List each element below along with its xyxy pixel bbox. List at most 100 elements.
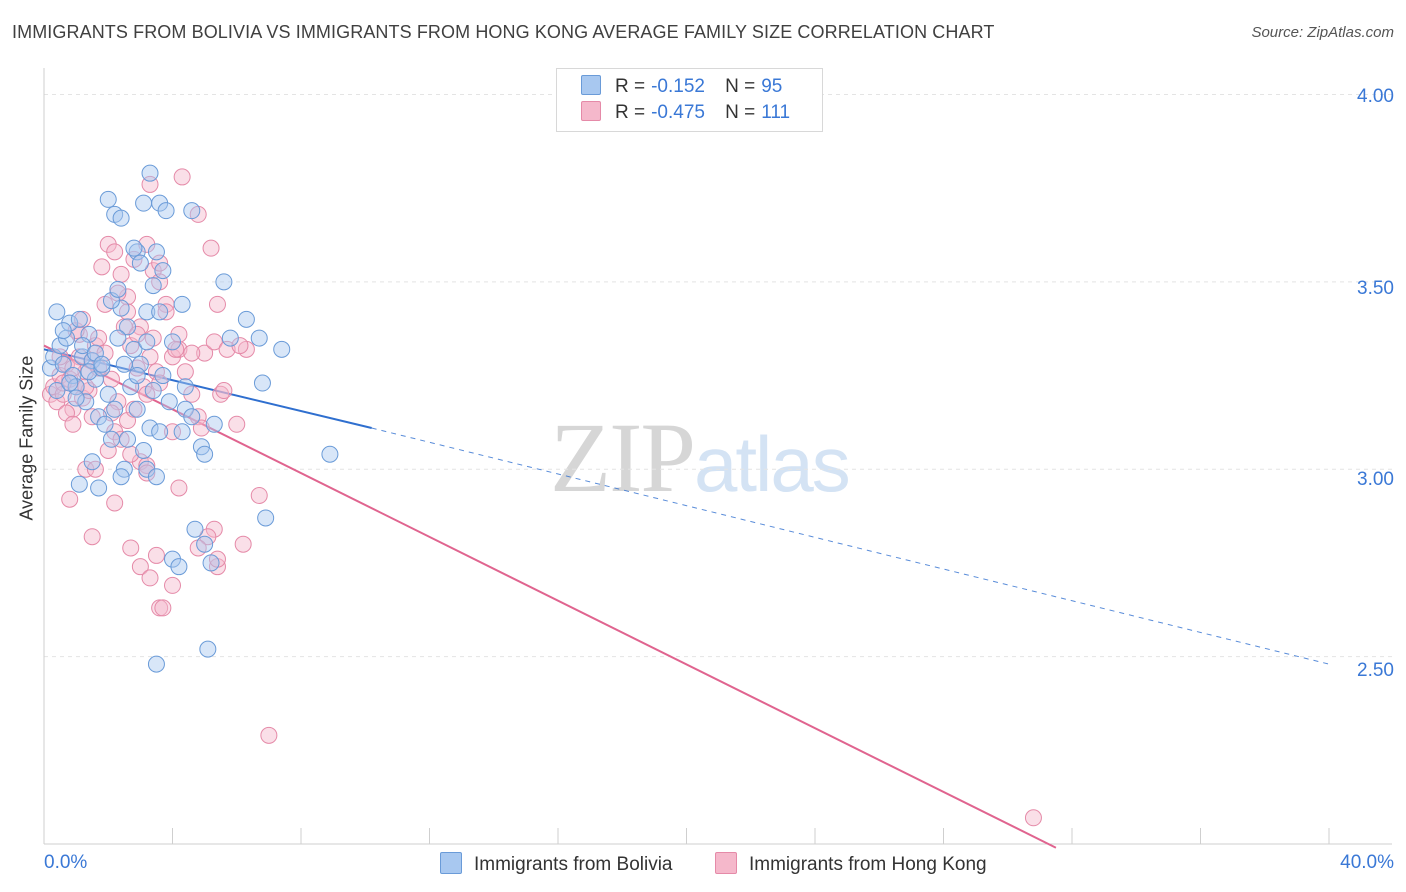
bolivia-point	[61, 374, 79, 392]
bolivia-point	[154, 262, 172, 280]
bolivia-point	[205, 415, 223, 433]
x-tick-label-max: 40.0%	[1340, 852, 1394, 873]
bolivia-point	[48, 303, 66, 321]
hongkong-point	[141, 569, 159, 587]
axes	[43, 68, 1392, 845]
hongkong-point	[183, 344, 201, 362]
bolivia-point	[196, 535, 214, 553]
bolivia-point	[80, 363, 98, 381]
legend-item-bolivia[interactable]: Immigrants from Bolivia	[440, 852, 673, 876]
hongkong-point	[99, 442, 117, 460]
bolivia-swatch	[440, 852, 462, 874]
bolivia-point	[138, 303, 156, 321]
bolivia-point	[215, 273, 233, 291]
hongkong-point	[173, 168, 191, 186]
bolivia-point	[128, 400, 146, 418]
bolivia-point	[70, 310, 88, 328]
hongkong-point	[260, 726, 278, 744]
source-label[interactable]: Source: ZipAtlas.com	[1251, 24, 1394, 41]
bolivia-point	[54, 355, 72, 373]
bolivia-point	[273, 340, 291, 358]
bolivia-point	[257, 509, 275, 527]
n-value: 111	[761, 102, 791, 123]
chart-title: IMMIGRANTS FROM BOLIVIA VS IMMIGRANTS FR…	[12, 22, 995, 42]
bolivia-point	[253, 374, 271, 392]
legend-label-hongkong: Immigrants from Hong Kong	[749, 854, 987, 875]
hongkong-point	[61, 490, 79, 508]
bolivia-point	[147, 655, 165, 673]
bolivia-point	[67, 389, 85, 407]
bolivia-point	[157, 202, 175, 220]
hongkong-point	[170, 479, 188, 497]
stats-legend: R = -0.152 N = 95 R = -0.475 N = 111	[556, 68, 823, 132]
hongkong-point	[83, 408, 101, 426]
hongkong-point	[112, 265, 130, 283]
bolivia-point	[151, 303, 169, 321]
bolivia-point	[48, 382, 66, 400]
bolivia-point	[77, 393, 95, 411]
bolivia-point	[138, 333, 156, 351]
bolivia-point	[112, 209, 130, 227]
bolivia-point	[202, 554, 220, 572]
bolivia-point	[93, 355, 111, 373]
y-tick-label: 3.00	[1357, 469, 1394, 490]
bolivia-point	[135, 442, 153, 460]
n-label: N =	[725, 102, 756, 123]
hongkong-point	[189, 408, 207, 426]
bolivia-point	[154, 367, 172, 385]
bolivia-point	[170, 558, 188, 576]
data-points	[41, 164, 1042, 827]
legend-row-hongkong: R = -0.475 N = 111	[581, 101, 790, 127]
bolivia-point	[131, 254, 149, 272]
bolivia-point	[90, 479, 108, 497]
watermark-zip: ZIP	[550, 402, 696, 513]
hongkong-point	[93, 258, 111, 276]
watermark-atlas: atlas	[694, 420, 851, 508]
hongkong-point	[106, 494, 124, 512]
bolivia-point	[135, 194, 153, 212]
bolivia-point	[151, 423, 169, 441]
bolivia-point	[93, 359, 111, 377]
bolivia-point	[41, 359, 59, 377]
legend-item-hongkong[interactable]: Immigrants from Hong Kong	[715, 852, 987, 876]
hongkong-point	[208, 295, 226, 313]
hongkong-point	[138, 464, 156, 482]
hongkong-point	[106, 243, 124, 261]
bolivia-point	[115, 355, 133, 373]
bolivia-point	[164, 333, 181, 351]
hongkong-point	[122, 539, 140, 557]
bolivia-point	[125, 340, 143, 358]
hongkong-point	[147, 546, 165, 564]
bolivia-swatch	[581, 75, 601, 95]
bolivia-point	[176, 378, 194, 396]
bolivia-point	[141, 419, 159, 437]
hongkong-swatch	[715, 852, 737, 874]
legend-label-bolivia: Immigrants from Bolivia	[474, 854, 673, 875]
r-value: -0.152	[651, 76, 705, 97]
bolivia-point	[147, 468, 165, 486]
hongkong-point	[176, 363, 194, 381]
bolivia-point	[144, 277, 162, 295]
bolivia-point	[141, 164, 159, 182]
hongkong-point	[202, 239, 220, 257]
hongkong-point	[196, 344, 214, 362]
bolivia-point	[83, 453, 101, 471]
n-label: N =	[725, 76, 756, 97]
bolivia-point	[237, 310, 255, 328]
r-value: -0.475	[651, 102, 705, 123]
bolivia-point	[109, 329, 127, 347]
bolivia-point	[106, 400, 124, 418]
bolivia-trend-line	[43, 348, 372, 429]
bolivia-point	[102, 430, 120, 448]
bolivia-point	[221, 329, 239, 347]
hongkong-point	[192, 419, 210, 437]
r-label: R =	[615, 102, 646, 123]
watermark: ZIPatlas	[550, 400, 851, 515]
r-label: R =	[615, 76, 646, 97]
y-tick-label: 2.50	[1357, 660, 1394, 681]
bolivia-point	[183, 202, 201, 220]
bolivia-point	[125, 239, 143, 257]
bolivia-point	[321, 445, 339, 463]
bolivia-point	[109, 280, 127, 298]
x-tick-label-min: 0.0%	[44, 852, 88, 873]
